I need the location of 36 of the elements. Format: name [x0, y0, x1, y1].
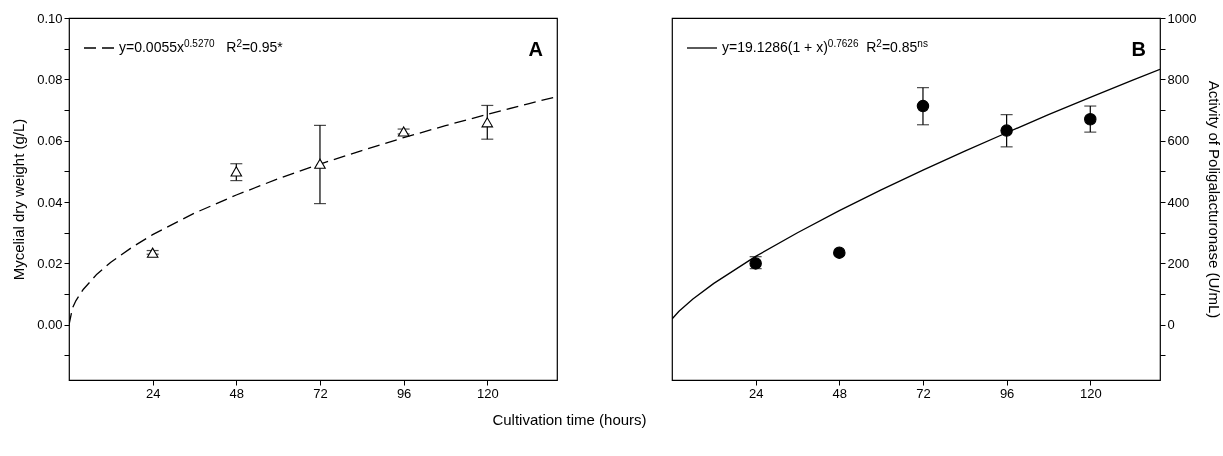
- point: [833, 246, 846, 259]
- point: [230, 166, 243, 177]
- legend-label: y=0.0055x$^{0.5270}$ R$^{2}$=0.95*: [119, 37, 284, 55]
- x-axis-title: Cultivation time (hours): [492, 410, 647, 428]
- x-tick-label: 72: [313, 385, 328, 401]
- x-tick-label: 24: [145, 385, 161, 401]
- y2-tick-label: 200: [1167, 255, 1190, 271]
- point: [481, 117, 494, 128]
- y-tick-label: 0.04: [37, 194, 63, 210]
- x-tick-label: 96: [396, 385, 412, 401]
- y-tick-label: 0.08: [37, 71, 63, 87]
- y2-axis-title: Activity of Poligalacturonase (U/mL): [1206, 80, 1223, 319]
- y-tick-label: 0.02: [37, 255, 63, 271]
- legend-label: y=19.1286(1 + x)$^{0.7626}$ R$^{2}$=0.85$^{ns}$: [722, 37, 928, 55]
- y-axis-title: Mycelial dry weight (g/L): [10, 118, 28, 281]
- y2-tick-label: 600: [1167, 133, 1190, 149]
- y2-tick-label: 400: [1167, 194, 1190, 210]
- y2-tick-label: 0: [1167, 317, 1175, 333]
- point: [916, 99, 930, 113]
- annotation: B: [1131, 38, 1146, 60]
- y-tick-label: 0.06: [37, 133, 63, 149]
- x-tick-label: 96: [999, 385, 1015, 401]
- point: [1084, 113, 1097, 126]
- x-tick-label: 120: [476, 385, 499, 401]
- x-tick-label: 72: [916, 385, 931, 401]
- x-tick-label: 48: [832, 385, 848, 401]
- y-tick-label: 0.10: [37, 10, 63, 26]
- y2-tick-label: 800: [1167, 71, 1190, 87]
- point: [1000, 124, 1013, 137]
- point: [314, 158, 326, 169]
- y2-tick-label: 1000: [1167, 10, 1197, 26]
- x-tick-label: 24: [748, 385, 764, 401]
- x-tick-label: 120: [1079, 385, 1102, 401]
- annotation: A: [528, 38, 543, 60]
- y-tick-label: 0.00: [37, 317, 63, 333]
- x-tick-label: 48: [229, 385, 245, 401]
